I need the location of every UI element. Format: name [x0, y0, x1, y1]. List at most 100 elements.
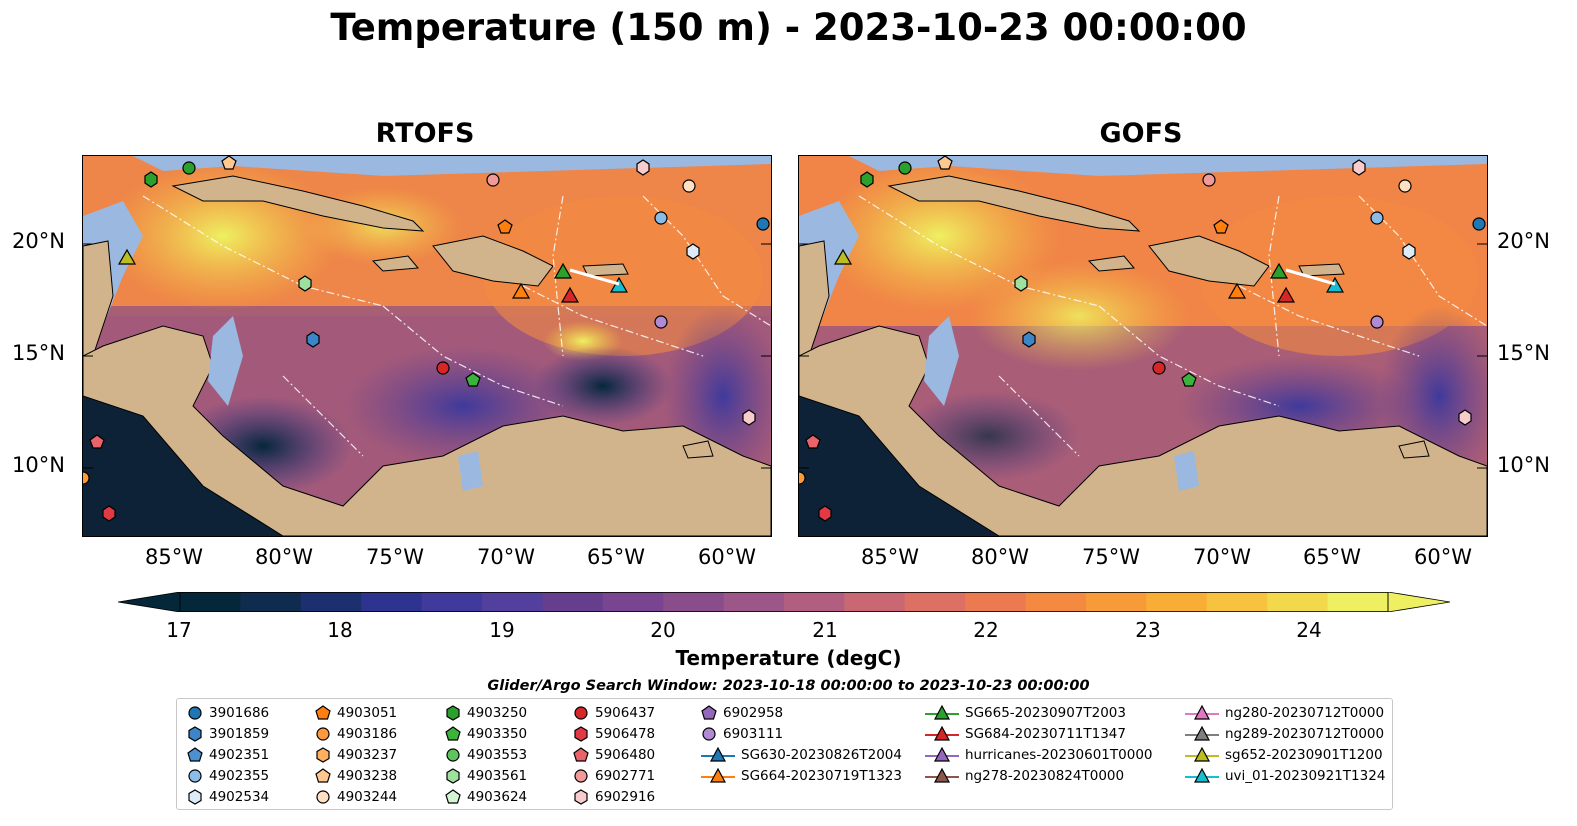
- map-panel-gofs: [798, 155, 1488, 537]
- legend-marker-circle: [702, 727, 716, 741]
- colorbar-segment: [542, 592, 604, 612]
- legend-marker-triangle-line: [1185, 747, 1219, 762]
- colorbar-tick-23: 23: [1135, 618, 1161, 642]
- colorbar-tick-17: 17: [166, 618, 192, 642]
- legend-item-label: 4903051: [337, 705, 398, 721]
- legend-marker-pentagon: [445, 726, 461, 741]
- colorbar-segment: [1146, 592, 1208, 612]
- x-tick-rtofs-75w: 75°W: [366, 545, 424, 569]
- legend-item-label: ng280-20230712T0000: [1225, 705, 1385, 721]
- legend-item: 3901686: [187, 703, 269, 723]
- legend-item-label: ng289-20230712T0000: [1225, 726, 1385, 742]
- colorbar-segment: [1267, 592, 1329, 612]
- legend-item: 4903250: [445, 703, 527, 723]
- legend-item: 4903051: [315, 703, 397, 723]
- colorbar-segment: [482, 592, 543, 612]
- legend-item-label: SG665-20230907T2003: [965, 705, 1126, 721]
- legend-title: Glider/Argo Search Window: 2023-10-18 00…: [487, 678, 1090, 694]
- map-canvas-rtofs: [83, 156, 771, 536]
- legend-item-label: 4903250: [467, 705, 528, 721]
- legend-item-label: 4903624: [467, 789, 528, 805]
- colorbar-tick-18: 18: [327, 618, 353, 642]
- y-tick-left-15n: 15°N: [12, 341, 65, 365]
- colorbar-segment: [965, 592, 1027, 612]
- legend-item-label: 4903244: [337, 789, 398, 805]
- legend-marker-circle: [574, 769, 588, 783]
- legend-marker-pentagon: [445, 789, 461, 804]
- legend-item: 4903561: [445, 766, 527, 786]
- legend-item: 4902355: [187, 766, 269, 786]
- colorbar-bar: [117, 591, 1451, 613]
- legend-item: ng280-20230712T0000: [1185, 703, 1384, 723]
- legend-marker-hexagon: [574, 789, 588, 805]
- figure-title: Temperature (150 m) - 2023-10-23 00:00:0…: [330, 6, 1247, 49]
- x-tick-rtofs-80w: 80°W: [255, 545, 313, 569]
- legend-item: ng289-20230712T0000: [1185, 724, 1384, 744]
- legend-item: SG630-20230826T2004: [701, 745, 902, 765]
- x-tick-gofs-85w: 85°W: [861, 545, 919, 569]
- legend-marker-hexagon: [446, 768, 460, 784]
- legend-item: 5906437: [573, 703, 655, 723]
- legend-marker-triangle-line: [1185, 726, 1219, 741]
- colorbar-tick-19: 19: [489, 618, 515, 642]
- x-tick-rtofs-65w: 65°W: [587, 545, 645, 569]
- colorbar-tick-21: 21: [812, 618, 838, 642]
- colorbar-tick-24: 24: [1296, 618, 1322, 642]
- legend-item-label: 4902534: [209, 789, 270, 805]
- colorbar-extend-low: [117, 591, 181, 613]
- legend-marker-triangle-line: [1185, 705, 1219, 720]
- legend-marker-hexagon: [188, 726, 202, 742]
- legend-item: 4903238: [315, 766, 397, 786]
- colorbar-segment: [1327, 592, 1389, 612]
- legend-item-label: 6902916: [595, 789, 656, 805]
- colorbar-segment: [1025, 592, 1087, 612]
- colorbar-segment: [844, 592, 906, 612]
- legend-item-label: 3901859: [209, 726, 270, 742]
- legend-item-label: 5906437: [595, 705, 656, 721]
- y-tick-right-10n: 10°N: [1497, 453, 1550, 477]
- legend-item: 4902534: [187, 787, 269, 807]
- panel-title-gofs: GOFS: [1099, 118, 1183, 149]
- legend-item-label: SG684-20230711T1347: [965, 726, 1126, 742]
- observation-markers: [83, 156, 770, 522]
- legend-item-label: 5906478: [595, 726, 656, 742]
- legend-item: sg652-20230901T1200: [1185, 745, 1383, 765]
- colorbar-segment: [180, 592, 241, 612]
- x-tick-gofs-80w: 80°W: [971, 545, 1029, 569]
- legend-item: 4902351: [187, 745, 269, 765]
- y-tick-left-10n: 10°N: [12, 453, 65, 477]
- legend-item: 4903237: [315, 745, 397, 765]
- legend-item: 6902916: [573, 787, 655, 807]
- legend-marker-triangle-line: [925, 705, 959, 720]
- legend-item: hurricanes-20230601T0000: [925, 745, 1153, 765]
- legend-item: SG684-20230711T1347: [925, 724, 1126, 744]
- legend-item: 4903553: [445, 745, 527, 765]
- y-tick-left-20n: 20°N: [12, 229, 65, 253]
- legend: 3901686 3901859 4902351 4902355 4902534 49030…: [176, 698, 1393, 810]
- colorbar-label: Temperature (degC): [675, 646, 902, 670]
- legend-marker-pentagon: [315, 705, 331, 720]
- colorbar-segment: [1206, 592, 1268, 612]
- x-tick-gofs-70w: 70°W: [1193, 545, 1251, 569]
- legend-item-label: hurricanes-20230601T0000: [965, 747, 1153, 763]
- legend-item-label: 4903561: [467, 768, 528, 784]
- legend-item-label: sg652-20230901T1200: [1225, 747, 1383, 763]
- legend-item: 4903350: [445, 724, 527, 744]
- colorbar-segment: [723, 592, 785, 612]
- legend-item-label: SG664-20230719T1323: [741, 768, 902, 784]
- legend-item: 6902958: [701, 703, 783, 723]
- colorbar-segment: [663, 592, 725, 612]
- x-tick-gofs-60w: 60°W: [1414, 545, 1472, 569]
- legend-marker-circle: [574, 706, 588, 720]
- x-tick-rtofs-60w: 60°W: [698, 545, 756, 569]
- legend-item-label: 6902958: [723, 705, 784, 721]
- legend-marker-circle: [188, 706, 202, 720]
- legend-marker-pentagon: [315, 768, 331, 783]
- legend-marker-pentagon: [573, 747, 589, 762]
- legend-item: ng278-20230824T0000: [925, 766, 1124, 786]
- legend-item-label: 4903238: [337, 768, 398, 784]
- colorbar-segment: [1086, 592, 1147, 612]
- x-tick-rtofs-70w: 70°W: [477, 545, 535, 569]
- legend-marker-triangle-line: [701, 768, 735, 783]
- legend-item-label: 4903350: [467, 726, 528, 742]
